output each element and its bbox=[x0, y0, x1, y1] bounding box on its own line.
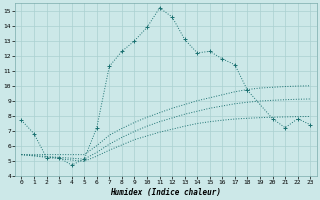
X-axis label: Humidex (Indice chaleur): Humidex (Indice chaleur) bbox=[110, 188, 221, 197]
